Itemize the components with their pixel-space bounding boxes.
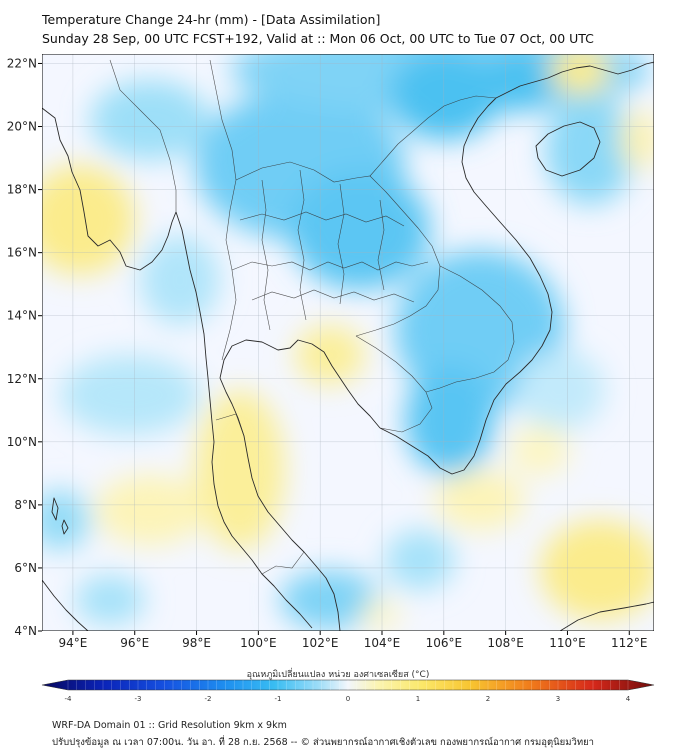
longitude-label: 106°E: [426, 636, 463, 650]
colorbar-tick-label: 4: [626, 695, 631, 703]
cool-area-andaman-north: [140, 235, 220, 325]
warm-area-far-east: [620, 110, 654, 170]
latitude-label: 4°N: [14, 624, 37, 638]
cool-area-andaman: [60, 355, 200, 435]
colorbar-tick-label: 1: [416, 695, 420, 703]
latitude-label: 6°N: [14, 561, 37, 575]
cool-area-west: [42, 490, 90, 550]
longitude-label: 100°E: [240, 636, 277, 650]
map-title: Temperature Change 24-hr (mm) - [Data As…: [42, 12, 381, 27]
cool-area-east: [515, 350, 605, 430]
colorbar-gradient: [41, 679, 655, 691]
colorbar-tick-label: -3: [135, 695, 142, 703]
province-line-7: [377, 199, 385, 291]
borneo-coast: [559, 601, 654, 631]
longitude-label: 108°E: [487, 636, 524, 650]
cool-area-central-thailand: [290, 170, 430, 290]
map-subtitle: Sunday 28 Sep, 00 UTC FCST+192, Valid at…: [42, 31, 594, 46]
cool-area-southwest: [75, 575, 145, 625]
myanmar-inner-border: [109, 59, 177, 212]
thailand-myanmar-border: [209, 59, 237, 361]
longitude-label: 110°E: [549, 636, 586, 650]
province-line-4: [261, 179, 271, 331]
borders: [109, 59, 515, 575]
colorbar-tick-label: 2: [486, 695, 490, 703]
footer-update-info: ปรับปรุงข้อมูล ณ เวลา 07:00น. วัน อา. ที…: [52, 737, 594, 748]
cambodia-vietnam-border: [425, 265, 515, 393]
colorbar-tick-label: -2: [205, 695, 212, 703]
longitude-label: 112°E: [611, 636, 648, 650]
warm-area-south-edge: [360, 600, 400, 630]
andaman-island-1: [51, 497, 59, 521]
thailand-laos-border: [235, 161, 441, 337]
myanmar-coast: [42, 107, 177, 271]
latitude-label: 20°N: [7, 120, 37, 134]
warm-area-gulf: [295, 325, 365, 385]
warm-area-southeast: [540, 520, 654, 620]
coastlines: [42, 61, 654, 631]
province-line-5: [297, 169, 307, 321]
province-line-1: [231, 261, 429, 271]
latitude-label: 12°N: [7, 372, 37, 386]
west-peninsula-coast: [175, 211, 243, 549]
colorbar-tick-label: -4: [65, 695, 73, 703]
warm-area-south-sea: [435, 470, 525, 530]
gulf-of-thailand-coast: [219, 339, 381, 429]
cool-area-south-2: [385, 530, 455, 590]
longitude-label: 98°E: [182, 636, 211, 650]
province-line-2: [239, 211, 405, 227]
latitude-label: 14°N: [7, 309, 37, 323]
warm-area-bay: [42, 165, 135, 275]
longitude-label: 104°E: [364, 636, 401, 650]
map-panel: [42, 54, 654, 631]
colorbar-tick-label: 0: [346, 695, 350, 703]
province-line-3: [251, 289, 415, 303]
latitude-label: 22°N: [7, 56, 37, 70]
hainan-island: [535, 121, 601, 177]
longitude-axis: 94°E 96°E 98°E 100°E 102°E 104°E 106°E 108°E 110…: [58, 631, 648, 650]
longitude-label: 96°E: [120, 636, 149, 650]
latitude-label: 10°N: [7, 435, 37, 449]
latitude-label: 18°N: [7, 183, 37, 197]
colorbar-ticks: -4 -3 -2 -1 0 1 2 3 4: [65, 680, 631, 703]
cool-area-south: [280, 570, 380, 630]
cool-area-hainan-north: [480, 54, 560, 110]
warm-area-andaman-south: [95, 475, 205, 545]
cool-area-mekong: [405, 365, 495, 475]
longitude-label: 102°E: [302, 636, 339, 650]
sumatra-coast: [42, 579, 89, 631]
latitude-label: 16°N: [7, 246, 37, 260]
laos-china-border: [369, 95, 497, 177]
latitude-axis: 22°N 20°N 18°N 16°N 14°N 12°N 10°N 8°N 6°N 4°N: [7, 56, 42, 638]
latitude-label: 8°N: [14, 498, 37, 512]
warm-area-northeast: [550, 54, 610, 95]
colorbar-tick-label: -1: [275, 695, 282, 703]
south-china-coast: [495, 61, 654, 99]
peninsula-border: [215, 413, 245, 437]
temperature-change-field: [42, 54, 654, 630]
gridlines: [42, 54, 654, 631]
malaya-west-coast: [241, 547, 313, 629]
longitude-label: 94°E: [58, 636, 87, 650]
malaya-east-coast: [219, 377, 341, 631]
vietnam-coast: [379, 97, 553, 475]
province-line-6: [337, 183, 345, 305]
colorbar-tick-label: 3: [556, 695, 560, 703]
warm-area-east-2: [510, 425, 570, 475]
cool-area-gulf-tonkin: [390, 54, 500, 140]
colorbar-title: อุณหภูมิเปลี่ยนแปลง หน่วย องศาเซลเซียส (…: [246, 670, 430, 680]
andaman-island-2: [61, 519, 69, 535]
colorbar: -4 -3 -2 -1 0 1 2 3 4: [41, 679, 655, 703]
footer-model-info: WRF-DA Domain 01 :: Grid Resolution 9km …: [52, 720, 287, 731]
warm-area-peninsula: [195, 390, 285, 550]
thailand-malaysia-border: [261, 551, 305, 575]
